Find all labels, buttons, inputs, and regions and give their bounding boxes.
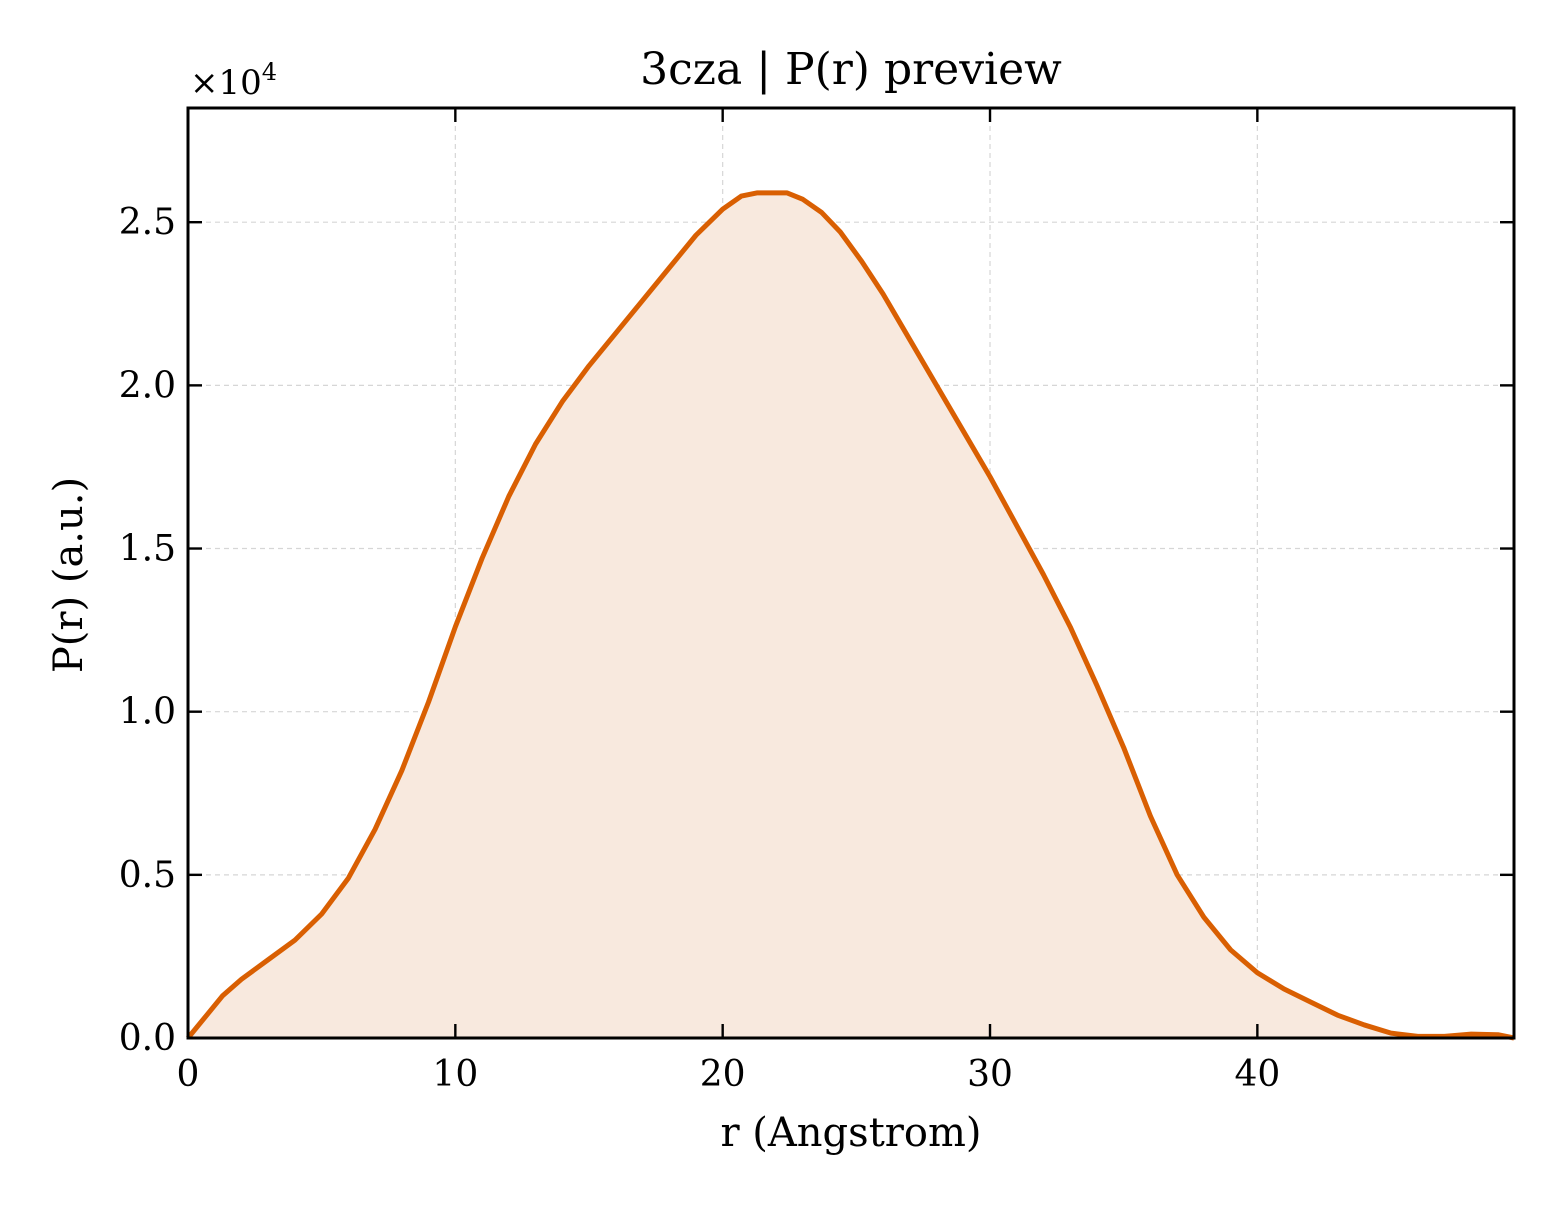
ticks: [186, 108, 1514, 1040]
area-fill: [188, 192, 1514, 1039]
y-tick-label: 1.0: [119, 692, 176, 733]
series-line: [186, 190, 1515, 1041]
x-tick-label: 0: [177, 1054, 200, 1095]
x-tick-label: 10: [432, 1054, 478, 1095]
tick-labels: 0 10 20 30 40 0.0 0.5 1.0 1.5 2.0 2.5: [119, 202, 1281, 1095]
x-tick-label: 40: [1234, 1054, 1280, 1095]
x-tick-label: 30: [967, 1054, 1013, 1095]
y-tick-label: 0.0: [119, 1018, 176, 1059]
y-tick-label: 1.5: [119, 529, 176, 570]
x-axis-title: r (Angstrom): [720, 1110, 981, 1156]
chart-title: 3cza | P(r) preview: [640, 44, 1062, 95]
plot-frame: [186, 106, 1516, 1040]
y-axis-multiplier: ×104: [190, 58, 277, 103]
y-axis-multiplier-base: ×10: [190, 63, 262, 103]
y-axis-multiplier-exponent: 4: [262, 58, 277, 86]
y-axis-title: P(r) (a.u.): [46, 477, 92, 673]
x-tick-label: 20: [700, 1054, 746, 1095]
y-tick-label: 0.5: [119, 855, 176, 896]
y-tick-label: 2.5: [119, 202, 176, 243]
y-tick-label: 2.0: [119, 365, 176, 406]
